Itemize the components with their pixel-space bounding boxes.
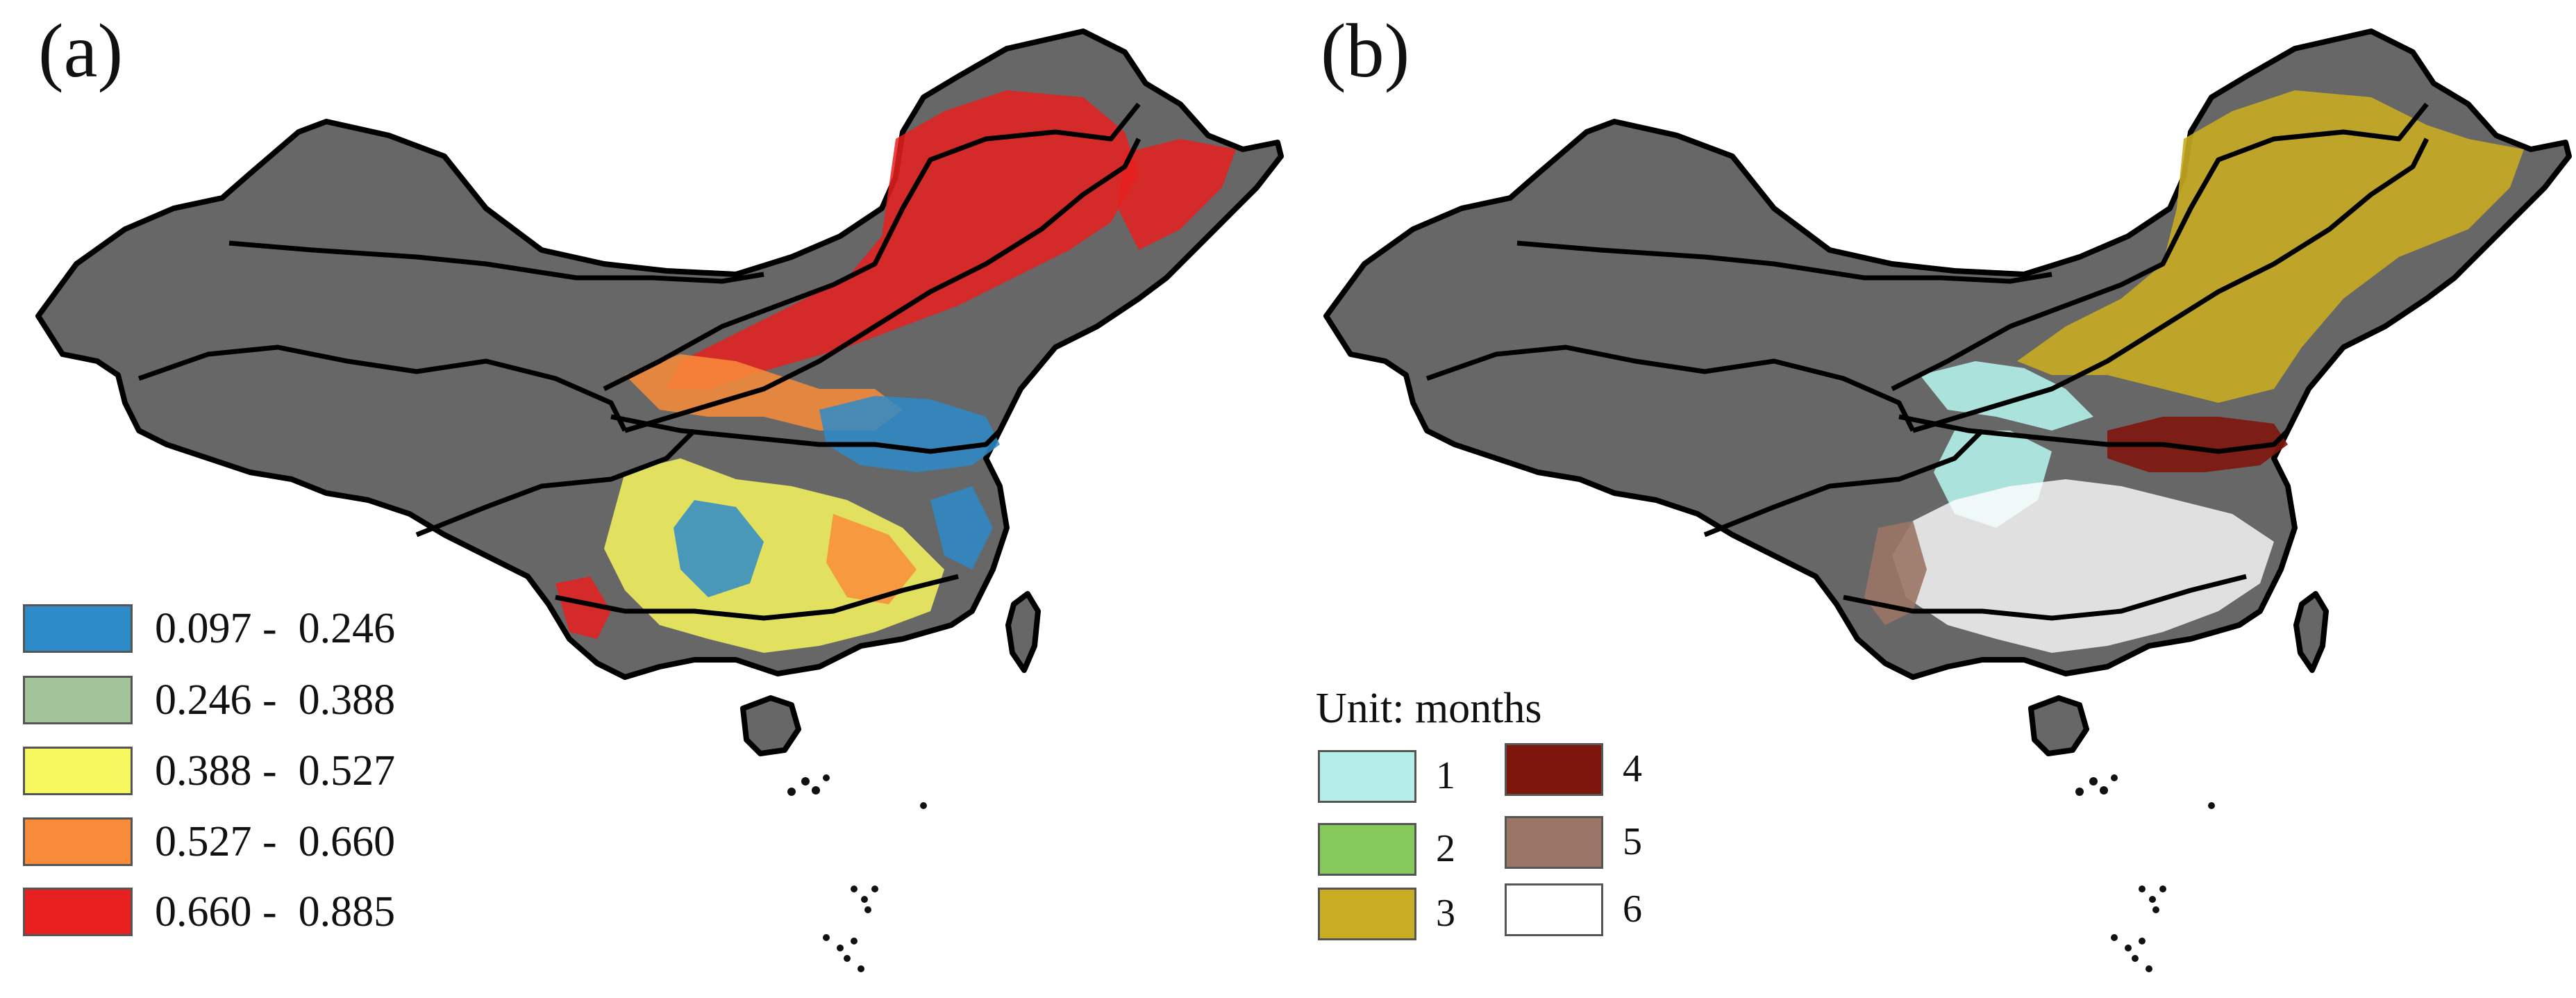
legend-b-item: 5 <box>1505 816 1727 872</box>
boundary-north-china <box>1891 102 2429 392</box>
boundary-north-inner <box>624 138 1141 433</box>
legend-b-title: Unit: months <box>1316 685 1542 732</box>
legend-a-item: 0.527 - 0.660 <box>23 817 467 876</box>
legend-swatch <box>1505 816 1603 869</box>
map-a <box>35 28 1284 972</box>
legend-b-item: 1 <box>1318 750 1540 806</box>
patch-central-low <box>819 396 1000 472</box>
patch-month-4-east <box>2107 417 2288 472</box>
taiwan-island <box>1005 591 1041 673</box>
legend-a-item: 0.246 - 0.388 <box>23 676 467 734</box>
region-boundaries <box>137 102 1141 621</box>
legend-swatch <box>1318 823 1416 876</box>
hainan-island <box>740 695 801 756</box>
legend-swatch <box>1318 888 1416 940</box>
boundary-north-inner <box>1912 138 2429 433</box>
legend-label: 6 <box>1623 888 1642 931</box>
boundary-south-coast <box>1843 574 2247 621</box>
panel-b-label: (b) <box>1321 8 1410 93</box>
boundary-southwest <box>415 429 696 538</box>
boundary-northwest-east <box>1516 240 2052 284</box>
map-b <box>1323 28 2572 972</box>
legend-a-item: 0.097 - 0.246 <box>23 604 467 663</box>
taiwan-island <box>2293 591 2329 673</box>
legend-swatch <box>1505 883 1603 936</box>
legend-a-item: 0.660 - 0.885 <box>23 888 467 946</box>
patch-southeast-orange <box>826 514 917 604</box>
legend-label: 0.660 - 0.885 <box>155 888 396 935</box>
boundary-northwest-south <box>1425 344 1916 432</box>
patch-northeast-east <box>1118 139 1236 250</box>
legend-swatch <box>23 888 133 936</box>
legend-label: 3 <box>1436 892 1455 935</box>
panel-a-label: (a) <box>38 8 124 93</box>
patch-south-low-east <box>930 486 993 569</box>
patch-northeast-high <box>667 90 1139 389</box>
legend-label: 5 <box>1623 820 1642 863</box>
patch-south-low <box>674 500 764 597</box>
legend-label: 0.246 - 0.388 <box>155 676 396 724</box>
legend-label: 0.388 - 0.527 <box>155 747 396 795</box>
boundary-north-china <box>603 102 1141 392</box>
legend-swatch <box>1505 743 1603 796</box>
legend-swatch <box>23 604 133 653</box>
panel-b: (b) Unit: months 1 2 3 4 5 6 <box>1288 0 2576 998</box>
legend-label: 2 <box>1436 827 1455 870</box>
patch-month-1-north <box>1920 361 2093 431</box>
hainan-island <box>2028 695 2089 756</box>
boundary-northwest-south <box>137 344 628 432</box>
legend-b-item: 4 <box>1505 743 1727 799</box>
legend-b-item: 6 <box>1505 883 1727 939</box>
legend-swatch <box>23 676 133 724</box>
region-boundaries <box>1425 102 2429 621</box>
legend-label: 1 <box>1436 754 1455 797</box>
boundary-southwest <box>1703 429 1984 538</box>
south-sea-islands <box>2075 774 2215 972</box>
legend-label: 0.097 - 0.246 <box>155 605 396 652</box>
legend-swatch <box>23 747 133 795</box>
patch-month-5-southwest <box>1864 521 1927 625</box>
legend-label: 4 <box>1623 747 1642 790</box>
patch-southwest-red <box>555 576 611 639</box>
value-patches <box>555 90 1236 653</box>
legend-swatch <box>23 817 133 866</box>
panel-a: (a) 0.097 - 0.246 0.246 - 0.388 0.388 - … <box>0 0 1285 998</box>
boundary-south-coast <box>555 574 959 621</box>
patch-month-3-northeast <box>2017 90 2524 403</box>
value-patches <box>1864 90 2524 653</box>
legend-label: 0.527 - 0.660 <box>155 818 396 865</box>
legend-b-item: 3 <box>1318 888 1540 943</box>
south-sea-islands <box>787 774 927 972</box>
legend-b-item: 2 <box>1318 823 1540 879</box>
boundary-northwest-east <box>228 240 764 284</box>
legend-swatch <box>1318 750 1416 803</box>
legend-a-item: 0.388 - 0.527 <box>23 747 467 805</box>
